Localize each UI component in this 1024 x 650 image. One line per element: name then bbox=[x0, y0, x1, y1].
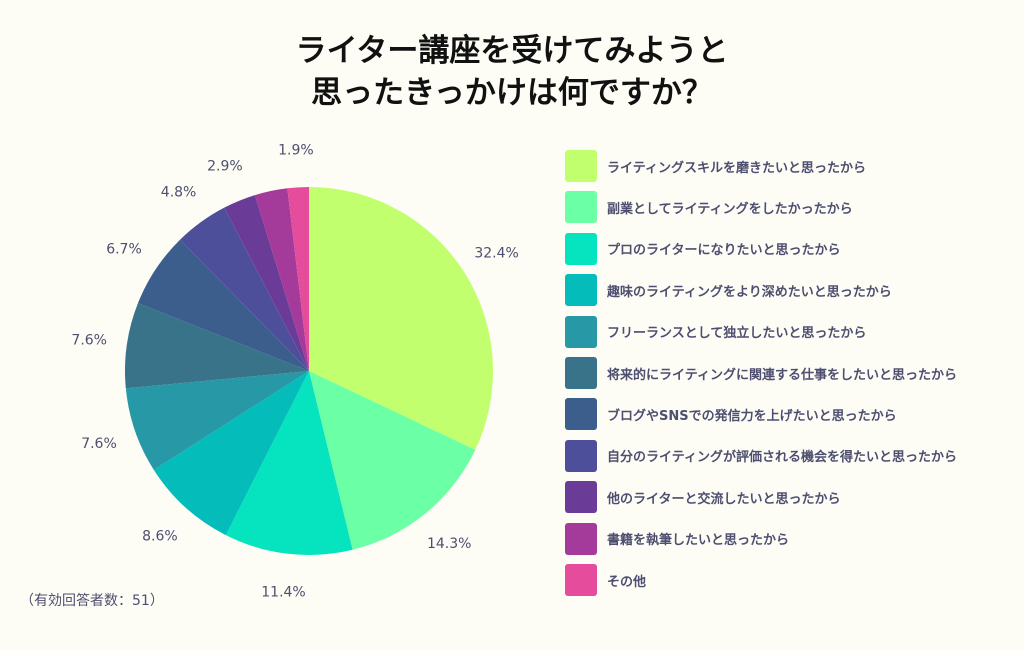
legend-label: 副業としてライティングをしたかったから bbox=[607, 201, 853, 217]
legend-swatch bbox=[565, 232, 597, 265]
legend-swatch bbox=[565, 564, 597, 596]
legend-item: ブログやSNSでの発信力を上げたいと思ったから bbox=[565, 398, 897, 431]
legend-item: 趣味のライティングをより深めたいと思ったから bbox=[565, 274, 892, 307]
legend-label: ブログやSNSでの発信力を上げたいと思ったから bbox=[607, 408, 897, 424]
pie-slice bbox=[153, 371, 309, 536]
legend-item: 副業としてライティングをしたかったから bbox=[565, 191, 853, 224]
pie-slice bbox=[287, 187, 309, 371]
legend-label: 他のライターと交流したいと思ったから bbox=[607, 491, 841, 507]
legend-label: その他 bbox=[607, 574, 647, 590]
pie-slice bbox=[137, 239, 309, 371]
respondent-count-note: （有効回答者数：51） bbox=[20, 593, 164, 609]
pie-chart: 32.4% 14.3% 11.4% 8.6% 7.6% 7.6% 6.7% 4.8% 2.9% 1… bbox=[71, 142, 518, 601]
legend-swatch bbox=[565, 191, 597, 224]
slice-percent-label: 32.4% bbox=[474, 245, 518, 261]
chart-title-line-1: ライター講座を受けてみようと bbox=[295, 33, 729, 69]
chart-title: ライター講座を受けてみようと 思ったきっかけは何ですか？ bbox=[0, 30, 1024, 114]
slice-percent-label: 11.4% bbox=[261, 585, 305, 601]
legend-swatch bbox=[565, 150, 597, 182]
legend-label: ライティングスキルを磨きたいと思ったから bbox=[607, 160, 866, 176]
slice-percent-label: 7.6% bbox=[71, 333, 107, 349]
slice-percent-label: 4.8% bbox=[161, 184, 197, 200]
legend-label: 自分のライティングが評価される機会を得たいと思ったから bbox=[607, 450, 957, 466]
slice-percent-label: 14.3% bbox=[427, 536, 471, 552]
legend-label: プロのライターになりたいと思ったから bbox=[607, 243, 841, 259]
legend-label: フリーランスとして独立したいと思ったから bbox=[607, 326, 867, 342]
legend-label: 趣味のライティングをより深めたいと思ったから bbox=[607, 284, 892, 300]
pie-slice bbox=[309, 187, 493, 450]
legend-label: 書籍を執筆したいと思ったから bbox=[607, 533, 790, 549]
chart-title-line-2: 思ったきっかけは何ですか？ bbox=[311, 75, 713, 111]
legend-swatch bbox=[565, 274, 597, 307]
slice-percent-label: 8.6% bbox=[142, 529, 178, 545]
slice-percent-label: 6.7% bbox=[106, 241, 142, 257]
legend-item: ライティングスキルを磨きたいと思ったから bbox=[565, 150, 866, 182]
slice-percent-label: 1.9% bbox=[278, 142, 314, 158]
legend-item: プロのライターになりたいと思ったから bbox=[565, 232, 841, 265]
legend-item: フリーランスとして独立したいと思ったから bbox=[565, 315, 867, 348]
slice-percent-label: 2.9% bbox=[207, 159, 243, 175]
legend-swatch bbox=[565, 357, 597, 389]
pie-slice bbox=[125, 303, 310, 389]
slice-percent-label: 7.6% bbox=[81, 436, 117, 452]
legend-item: その他 bbox=[565, 564, 646, 596]
legend-label: 将来的にライティングに関連する仕事をしたいと思ったから bbox=[607, 367, 957, 383]
legend-swatch bbox=[565, 398, 597, 431]
pie-slice bbox=[309, 371, 476, 550]
legend-swatch bbox=[565, 481, 597, 514]
legend-swatch bbox=[565, 315, 597, 348]
pie-slice bbox=[225, 371, 353, 556]
legend-swatch bbox=[565, 522, 597, 555]
pie-slice bbox=[180, 207, 309, 371]
pie-slice bbox=[125, 371, 309, 470]
legend-swatch bbox=[565, 439, 597, 472]
legend-item: 自分のライティングが評価される機会を得たいと思ったから bbox=[565, 439, 957, 472]
pie-slice bbox=[224, 195, 309, 371]
legend-item: 書籍を執筆したいと思ったから bbox=[565, 522, 790, 555]
pie-slice bbox=[254, 188, 309, 371]
legend-item: 他のライターと交流したいと思ったから bbox=[565, 481, 841, 514]
legend-item: 将来的にライティングに関連する仕事をしたいと思ったから bbox=[565, 357, 957, 389]
